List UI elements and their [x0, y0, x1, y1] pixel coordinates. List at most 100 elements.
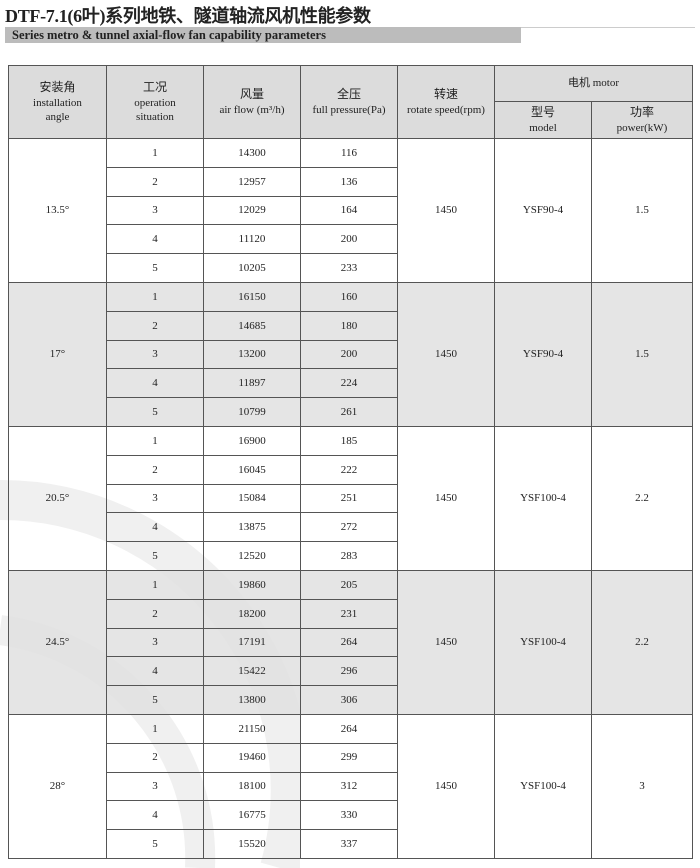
table-row: 3 13200 200 — [9, 339, 693, 370]
airflow-cell: 13875 — [203, 512, 301, 543]
situation-cell: 4 — [106, 368, 204, 399]
situation-cell: 2 — [106, 166, 204, 197]
airflow-cell: 14300 — [203, 138, 301, 168]
table-row: 2 12957 136 — [9, 166, 693, 197]
pressure-cell: 306 — [300, 685, 398, 715]
airflow-cell: 11897 — [203, 368, 301, 399]
airflow-cell: 10205 — [203, 253, 301, 283]
pressure-cell: 233 — [300, 253, 398, 283]
speed-cell: 1450 — [397, 281, 495, 427]
pressure-cell: 296 — [300, 656, 398, 687]
situation-cell: 3 — [106, 195, 204, 226]
situation-cell: 1 — [106, 569, 204, 600]
pressure-cell: 264 — [300, 627, 398, 658]
table-row: 2 14685 180 — [9, 310, 693, 341]
airflow-cell: 15520 — [203, 829, 301, 859]
airflow-cell: 21150 — [203, 713, 301, 744]
angle-cell: 28° — [8, 713, 107, 859]
airflow-cell: 10799 — [203, 397, 301, 427]
pressure-cell: 261 — [300, 397, 398, 427]
airflow-cell: 17191 — [203, 627, 301, 658]
airflow-cell: 14685 — [203, 310, 301, 341]
situation-cell: 2 — [106, 742, 204, 773]
airflow-cell: 13200 — [203, 339, 301, 370]
airflow-cell: 16150 — [203, 281, 301, 312]
situation-cell: 1 — [106, 425, 204, 456]
model-cell: YSF100-4 — [494, 713, 592, 859]
header-speed: 转速 rotate speed(rpm) — [397, 65, 495, 139]
situation-cell: 5 — [106, 397, 204, 427]
situation-cell: 4 — [106, 512, 204, 543]
situation-cell: 2 — [106, 598, 204, 629]
airflow-cell: 16045 — [203, 454, 301, 485]
table-row: 17° 1 16150 160 1450 YSF90-4 1.5 — [8, 281, 693, 427]
situation-cell: 3 — [106, 339, 204, 370]
situation-cell: 5 — [106, 253, 204, 283]
power-cell: 2.2 — [591, 425, 693, 571]
table-row: 24.5° 1 19860 205 1450 YSF100-4 2.2 — [8, 569, 693, 715]
pressure-cell: 200 — [300, 339, 398, 370]
table-row: 28° 1 21150 264 1450 YSF100-4 3 — [8, 713, 693, 859]
page-subtitle: Series metro & tunnel axial-flow fan cap… — [12, 28, 326, 42]
model-cell: YSF90-4 — [494, 138, 592, 283]
situation-cell: 4 — [106, 224, 204, 255]
pressure-cell: 180 — [300, 310, 398, 341]
airflow-cell: 19460 — [203, 742, 301, 773]
airflow-cell: 15422 — [203, 656, 301, 687]
pressure-cell: 222 — [300, 454, 398, 485]
table-row: 3 15084 251 — [9, 483, 693, 514]
situation-cell: 5 — [106, 685, 204, 715]
header-situation: 工况 operation situation — [106, 65, 204, 139]
table-row: 4 13875 272 — [9, 512, 693, 543]
table-row: 4 15422 296 — [9, 656, 693, 687]
airflow-cell: 16775 — [203, 800, 301, 831]
airflow-cell: 13800 — [203, 685, 301, 715]
power-cell: 1.5 — [591, 281, 693, 427]
situation-cell: 5 — [106, 541, 204, 571]
situation-cell: 4 — [106, 656, 204, 687]
situation-cell: 1 — [106, 138, 204, 168]
table-row: 2 16045 222 — [9, 454, 693, 485]
header-power: 功率 power(kW) — [591, 101, 693, 139]
pressure-cell: 185 — [300, 425, 398, 456]
page-title: DTF-7.1(6叶)系列地铁、隧道轴流风机性能参数 — [5, 6, 371, 26]
speed-cell: 1450 — [397, 425, 495, 571]
pressure-cell: 299 — [300, 742, 398, 773]
table-row: 3 17191 264 — [9, 627, 693, 658]
table-row: 13.5° 1 14300 116 1450 YSF90-4 1.5 — [8, 138, 693, 283]
situation-cell: 2 — [106, 454, 204, 485]
table-row: 5 13800 306 — [9, 685, 693, 715]
header-angle: 安装角 installation angle — [8, 65, 107, 139]
situation-cell: 3 — [106, 771, 204, 802]
pressure-cell: 283 — [300, 541, 398, 571]
airflow-cell: 18100 — [203, 771, 301, 802]
airflow-cell: 18200 — [203, 598, 301, 629]
table-row: 5 12520 283 — [9, 541, 693, 571]
pressure-cell: 116 — [300, 138, 398, 168]
pressure-cell: 136 — [300, 166, 398, 197]
pressure-cell: 264 — [300, 713, 398, 744]
table-row: 3 12029 164 — [9, 195, 693, 226]
airflow-cell: 19860 — [203, 569, 301, 600]
pressure-cell: 251 — [300, 483, 398, 514]
pressure-cell: 224 — [300, 368, 398, 399]
header-model: 型号 model — [494, 101, 592, 139]
pressure-cell: 272 — [300, 512, 398, 543]
situation-cell: 3 — [106, 627, 204, 658]
table-row: 5 10205 233 — [9, 253, 693, 283]
divider — [520, 27, 695, 28]
airflow-cell: 12029 — [203, 195, 301, 226]
table-row: 20.5° 1 16900 185 1450 YSF100-4 2.2 — [8, 425, 693, 571]
header-airflow: 风量 air flow (m³/h) — [203, 65, 301, 139]
model-cell: YSF100-4 — [494, 425, 592, 571]
table-row: 3 18100 312 — [9, 771, 693, 802]
power-cell: 1.5 — [591, 138, 693, 283]
situation-cell: 1 — [106, 281, 204, 312]
airflow-cell: 11120 — [203, 224, 301, 255]
header-motor: 电机 motor — [494, 65, 693, 102]
angle-cell: 20.5° — [8, 425, 107, 571]
performance-table: 安装角 installation angle 工况 operation situatio… — [8, 65, 693, 859]
situation-cell: 1 — [106, 713, 204, 744]
pressure-cell: 200 — [300, 224, 398, 255]
angle-cell: 17° — [8, 281, 107, 427]
